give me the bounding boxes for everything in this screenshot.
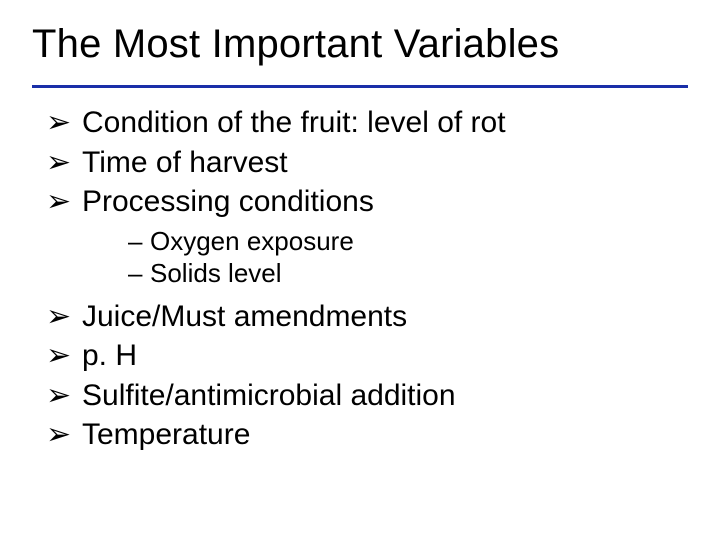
list-item-label: Juice/Must amendments xyxy=(82,300,407,333)
list-item: Condition of the fruit: level of rot xyxy=(52,104,688,142)
slide: The Most Important Variables Condition o… xyxy=(0,0,720,540)
bullet-list: Condition of the fruit: level of rot Tim… xyxy=(32,104,688,454)
list-item: p. H xyxy=(52,337,688,375)
list-item: Time of harvest xyxy=(52,144,688,182)
subitem: Oxygen exposure xyxy=(128,225,688,258)
subitem-label: Solids level xyxy=(150,258,282,288)
list-item: Sulfite/antimicrobial addition xyxy=(52,377,688,415)
sublist: Oxygen exposure Solids level xyxy=(82,225,688,290)
list-item: Juice/Must amendments xyxy=(52,298,688,336)
list-item-label: p. H xyxy=(82,339,137,372)
list-item-label: Condition of the fruit: level of rot xyxy=(82,106,506,139)
subitem-label: Oxygen exposure xyxy=(150,226,354,256)
list-item-label: Time of harvest xyxy=(82,146,288,179)
subitem: Solids level xyxy=(128,257,688,290)
list-item-label: Processing conditions xyxy=(82,185,374,218)
title-underline xyxy=(32,85,688,88)
slide-title: The Most Important Variables xyxy=(32,22,688,71)
list-item-label: Temperature xyxy=(82,418,250,451)
list-item: Temperature xyxy=(52,416,688,454)
list-item: Processing conditions Oxygen exposure So… xyxy=(52,183,688,290)
list-item-label: Sulfite/antimicrobial addition xyxy=(82,379,456,412)
